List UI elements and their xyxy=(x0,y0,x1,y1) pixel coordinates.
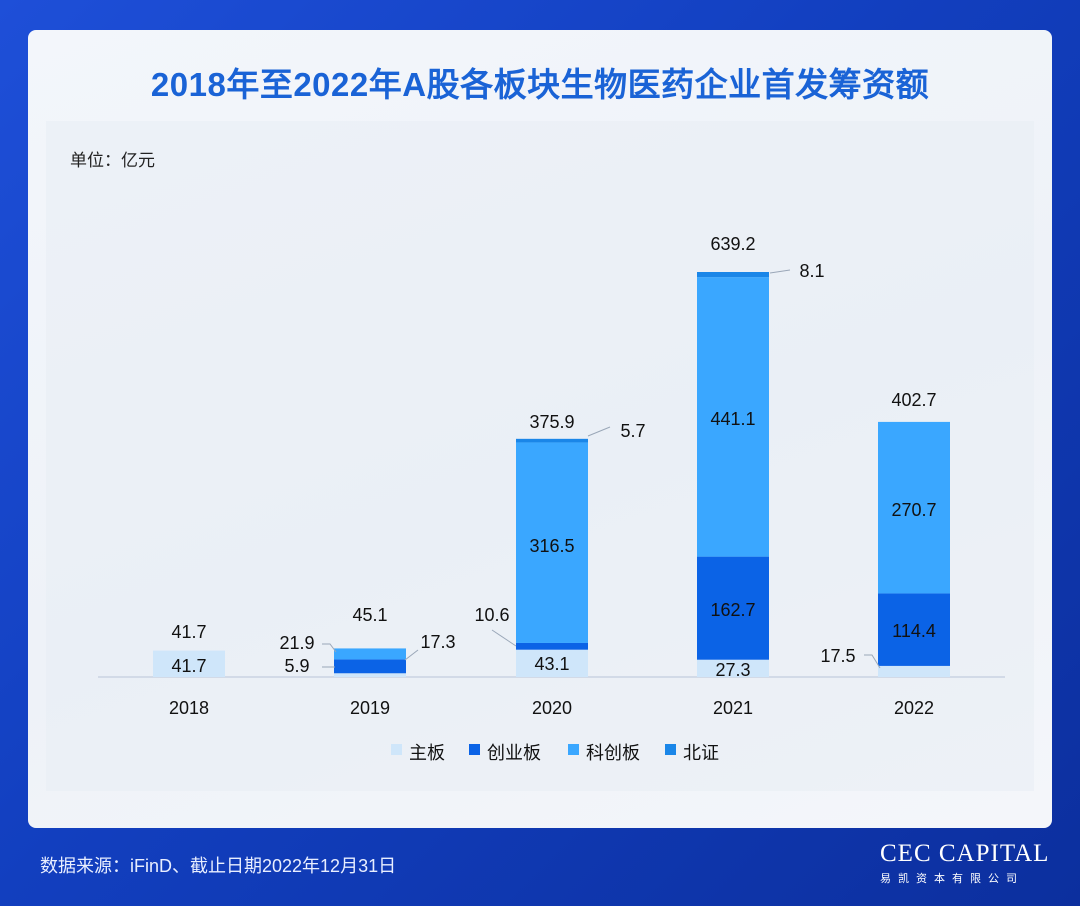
bar-2022-创业板 xyxy=(878,593,950,666)
logo-text-en: CEC CAPITAL xyxy=(880,840,1050,867)
bar-2021-科创板 xyxy=(697,277,769,557)
leader-line-2020-北证 xyxy=(587,426,611,437)
bar-2019-科创板 xyxy=(334,648,406,660)
value-label-2020-创业板: 10.6 xyxy=(474,605,509,625)
total-label-2018: 41.7 xyxy=(171,622,206,642)
value-label-2020-北证: 5.7 xyxy=(620,421,645,441)
value-label-2022-创业板: 114.4 xyxy=(892,621,936,641)
legend-label-北证: 北证 xyxy=(683,743,719,763)
value-label-2021-创业板: 162.7 xyxy=(710,600,755,620)
value-label-2019-主板: 5.9 xyxy=(284,656,309,676)
legend-label-主板: 主板 xyxy=(409,743,445,763)
bar-2019-主板 xyxy=(334,673,406,677)
bar-2019-创业板 xyxy=(334,659,406,674)
leader-line-2019-科创板 xyxy=(404,649,419,661)
bar-2021-创业板 xyxy=(697,556,769,660)
value-label-2020-科创板: 316.5 xyxy=(529,536,574,556)
leader-line-2022-主板 xyxy=(864,654,881,669)
unit-label: 单位：亿元 xyxy=(70,151,155,170)
x-tick-label-2021: 2021 xyxy=(713,698,753,718)
chart-title: 2018年至2022年A股各板块生物医药企业首发筹资额 xyxy=(150,66,930,103)
bar-2022-主板 xyxy=(878,665,950,677)
leader-line-2019-创业板 xyxy=(322,643,337,653)
bar-2020-创业板 xyxy=(516,642,588,650)
value-label-2021-科创板: 441.1 xyxy=(710,409,755,429)
bar-2022-科创板 xyxy=(878,421,950,594)
leader-line-2021-北证 xyxy=(769,269,791,274)
total-label-2022: 402.7 xyxy=(891,390,936,410)
x-tick-label-2018: 2018 xyxy=(169,698,209,718)
value-label-2020-主板: 43.1 xyxy=(534,654,569,674)
bar-2021-北证 xyxy=(697,272,769,278)
total-label-2020: 375.9 xyxy=(529,412,574,432)
value-label-2019-科创板: 17.3 xyxy=(420,632,455,652)
legend-swatch-科创板 xyxy=(568,744,579,755)
legend-label-科创板: 科创板 xyxy=(586,743,640,763)
bar-2018-主板 xyxy=(153,650,225,677)
value-label-2018-主板: 41.7 xyxy=(171,656,206,676)
leader-line-2020-创业板 xyxy=(491,629,517,647)
total-label-2021: 639.2 xyxy=(710,234,755,254)
legend-swatch-北证 xyxy=(665,744,676,755)
value-label-2021-主板: 27.3 xyxy=(715,660,750,680)
value-label-2022-科创板: 270.7 xyxy=(891,500,936,520)
bar-2020-科创板 xyxy=(516,442,588,643)
legend-swatch-创业板 xyxy=(469,744,480,755)
bar-2020-主板 xyxy=(516,649,588,677)
total-label-2019: 45.1 xyxy=(352,605,387,625)
bar-2021-主板 xyxy=(697,659,769,677)
value-label-2021-北证: 8.1 xyxy=(799,261,824,281)
logo-text-cn: 易凯资本有限公司 xyxy=(880,873,1024,885)
x-tick-label-2022: 2022 xyxy=(894,698,934,718)
value-label-2022-主板: 17.5 xyxy=(820,646,855,666)
company-logo: CEC CAPITAL 易凯资本有限公司 xyxy=(880,840,1049,886)
legend-swatch-主板 xyxy=(391,744,402,755)
bar-2020-北证 xyxy=(516,438,588,443)
value-label-2019-创业板: 21.9 xyxy=(279,633,314,653)
x-tick-label-2019: 2019 xyxy=(350,698,390,718)
source-footnote: 数据来源：iFinD、截止日期2022年12月31日 xyxy=(40,856,397,876)
x-tick-label-2020: 2020 xyxy=(532,698,572,718)
legend-label-创业板: 创业板 xyxy=(487,743,541,763)
